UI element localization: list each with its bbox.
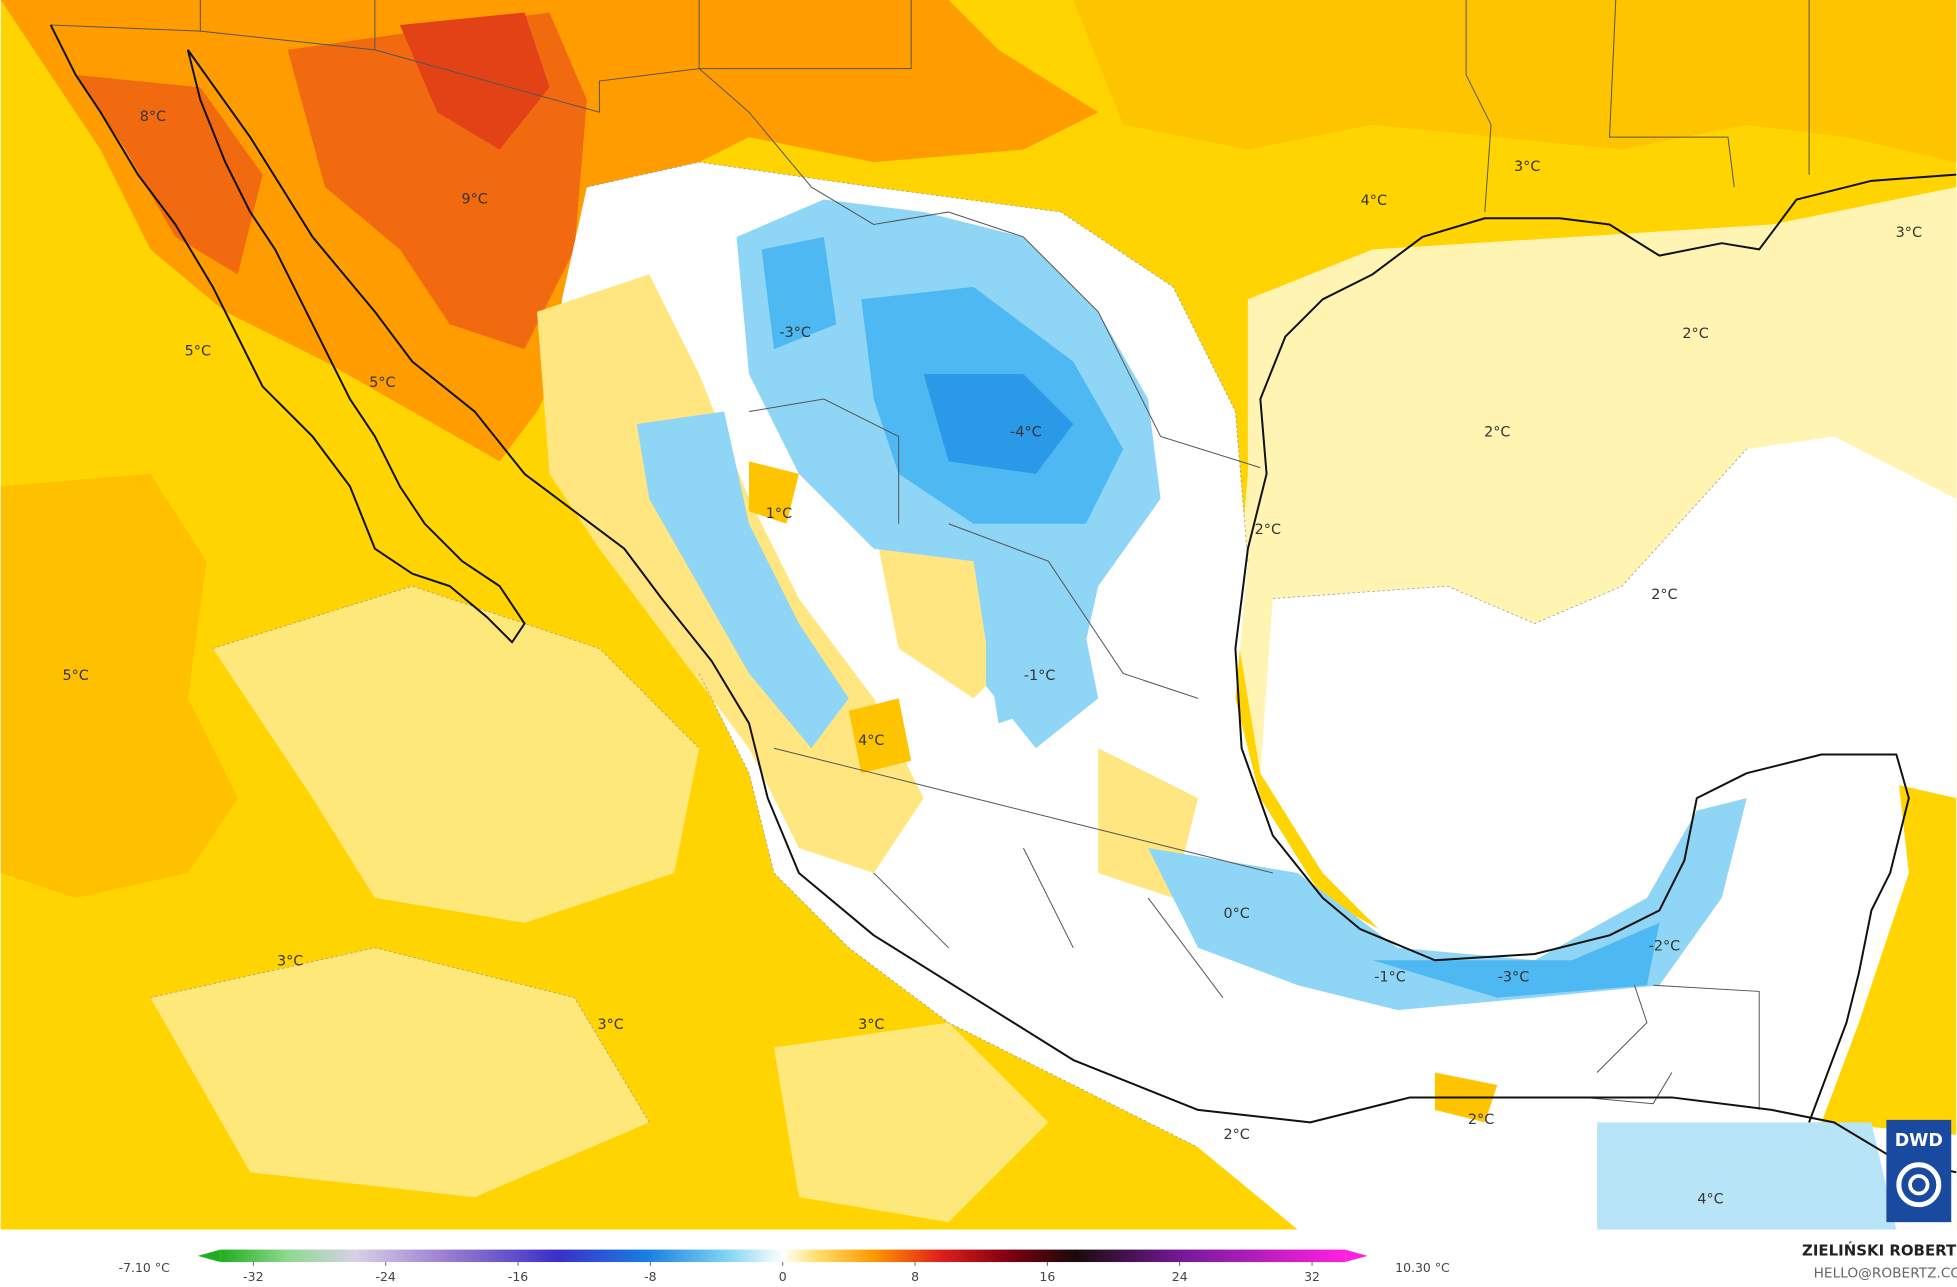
colorbar-max-label: 10.30 °C (1395, 1260, 1450, 1275)
temp-label: -2°C (1649, 939, 1680, 955)
temp-label: 5°C (185, 344, 211, 360)
colorbar-tick-label: 32 (1304, 1269, 1320, 1284)
temp-label: -1°C (1374, 970, 1405, 986)
temperature-labels: 8°C 9°C 5°C 5°C 5°C 3°C 3°C 3°C -3°C -4°C 1°C -1°C 4… (62, 109, 1922, 1207)
temp-label: 2°C (1484, 425, 1510, 441)
temp-label: 2°C (1255, 522, 1281, 538)
colorbar-tick-label: 24 (1172, 1269, 1188, 1284)
colorbar-tick-label: 0 (779, 1269, 787, 1284)
temp-label: 8°C (140, 109, 166, 125)
temp-label: 3°C (597, 1017, 623, 1033)
logo-text: DWD (1895, 1131, 1943, 1151)
temp-label: 1°C (766, 506, 792, 522)
colorbar-tick-label: -8 (644, 1269, 656, 1284)
colorbar-tick-label: -32 (243, 1269, 263, 1284)
temp-label: 5°C (62, 668, 88, 684)
temp-label: 2°C (1468, 1112, 1494, 1128)
temp-label: 3°C (858, 1017, 884, 1033)
temp-label: 3°C (1896, 225, 1922, 241)
temp-label: 2°C (1651, 587, 1677, 603)
temp-label: -3°C (1498, 970, 1529, 986)
temp-label: 3°C (277, 954, 303, 970)
temp-label: 4°C (858, 733, 884, 749)
temp-label: 9°C (462, 192, 488, 208)
coastlines (49, 24, 1957, 1174)
temp-label: 3°C (1514, 159, 1540, 175)
temp-label: 2°C (1223, 1127, 1249, 1143)
colorbar-tick-label: 16 (1039, 1269, 1055, 1284)
colorbar-tick-label: -24 (376, 1269, 396, 1284)
temp-label: -1°C (1024, 668, 1055, 684)
temp-label: 5°C (369, 375, 395, 391)
colorbar-min-label: -7.10 °C (119, 1260, 170, 1275)
temperature-field (0, 0, 1957, 1230)
contact: HELLO@ROBERTZ.CO (1814, 1265, 1957, 1281)
colorbar-left-cap (197, 1249, 221, 1263)
author: ZIELIŃSKI ROBERT (1802, 1240, 1957, 1259)
temp-label: 4°C (1361, 193, 1387, 209)
colorbar-tick-label: 8 (911, 1269, 919, 1284)
borders (50, 0, 1810, 1110)
colorbar: -32 -24 -16 -8 0 8 16 24 32 -7.10 °C 10.30 °C (119, 1249, 1450, 1284)
temp-label: 4°C (1697, 1192, 1723, 1208)
colorbar-right-cap (1345, 1249, 1368, 1263)
dwd-logo: DWD (1886, 1119, 1952, 1223)
colorbar-tick-label: -16 (508, 1269, 528, 1284)
temp-label: -4°C (1010, 425, 1041, 441)
temp-label: 2°C (1682, 326, 1708, 342)
temp-label: -3°C (779, 325, 810, 341)
temp-label: 0°C (1223, 906, 1249, 922)
colorbar-bar (220, 1249, 1346, 1263)
